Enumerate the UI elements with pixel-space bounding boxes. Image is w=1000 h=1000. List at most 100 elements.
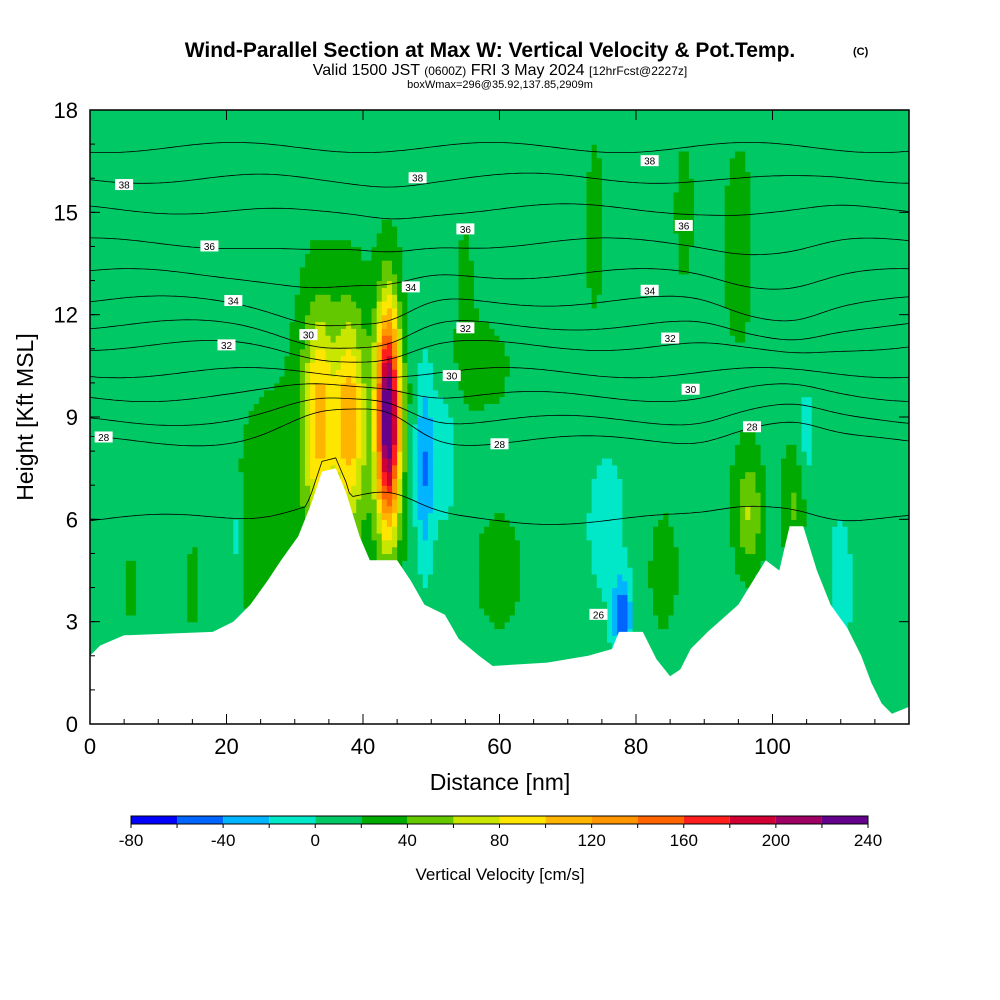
- velocity-cell: [156, 601, 163, 609]
- velocity-cell: [566, 512, 572, 520]
- velocity-cell: [540, 642, 547, 650]
- velocity-cell: [192, 594, 199, 602]
- velocity-cell: [545, 553, 552, 561]
- velocity-cell: [883, 580, 890, 589]
- velocity-cell: [868, 580, 874, 589]
- velocity-cell: [571, 526, 577, 534]
- velocity-cell: [166, 519, 173, 527]
- velocity-cell: [873, 683, 879, 691]
- velocity-cell: [463, 587, 470, 595]
- velocity-cell: [115, 505, 122, 514]
- velocity-cell: [212, 505, 219, 514]
- velocity-cell: [637, 594, 644, 602]
- velocity-cell: [540, 546, 547, 555]
- velocity-cell: [688, 512, 695, 520]
- velocity-cell: [519, 594, 526, 602]
- velocity-cell: [90, 553, 96, 561]
- velocity-cell: [217, 580, 224, 589]
- velocity-cell: [125, 526, 132, 534]
- velocity-cell: [161, 580, 168, 589]
- velocity-cell: [653, 601, 659, 609]
- velocity-cell: [499, 573, 506, 582]
- velocity-cell: [443, 519, 449, 527]
- velocity-cell: [668, 614, 675, 623]
- velocity-cell: [678, 587, 685, 595]
- velocity-cell: [223, 608, 229, 616]
- velocity-cell: [473, 648, 480, 657]
- velocity-cell: [473, 635, 480, 643]
- velocity-cell: [903, 608, 909, 616]
- velocity-cell: [694, 553, 700, 561]
- velocity-cell: [258, 512, 265, 520]
- velocity-cell: [734, 567, 741, 575]
- velocity-cell: [171, 519, 178, 527]
- velocity-cell: [699, 532, 705, 541]
- velocity-cell: [525, 580, 531, 589]
- velocity-cell: [821, 546, 828, 555]
- velocity-cell: [601, 560, 608, 568]
- velocity-cell: [873, 573, 879, 582]
- velocity-cell: [161, 628, 168, 636]
- velocity-cell: [223, 560, 229, 568]
- velocity-cell: [519, 635, 526, 643]
- velocity-cell: [688, 532, 695, 541]
- velocity-cell: [177, 546, 183, 555]
- velocity-cell: [489, 608, 495, 616]
- velocity-cell: [862, 580, 869, 589]
- velocity-cell: [903, 642, 909, 650]
- velocity-cell: [519, 580, 526, 589]
- velocity-cell: [658, 546, 664, 555]
- velocity-cell: [499, 560, 506, 568]
- velocity-cell: [258, 573, 265, 582]
- velocity-cell: [269, 567, 275, 575]
- velocity-cell: [274, 539, 280, 548]
- velocity-cell: [673, 539, 680, 548]
- velocity-cell: [489, 614, 495, 623]
- velocity-cell: [289, 532, 296, 541]
- velocity-cell: [253, 567, 260, 575]
- velocity-cell: [192, 532, 199, 541]
- velocity-cell: [816, 539, 823, 548]
- velocity-cell: [407, 560, 414, 568]
- velocity-cell: [560, 655, 567, 664]
- velocity-cell: [873, 512, 879, 520]
- velocity-cell: [519, 553, 526, 561]
- velocity-cell: [663, 594, 670, 602]
- velocity-cell: [151, 553, 158, 561]
- velocity-cell: [212, 526, 219, 534]
- velocity-cell: [837, 567, 844, 575]
- velocity-cell: [566, 553, 572, 561]
- velocity-cell: [386, 539, 393, 548]
- velocity-cell: [821, 539, 828, 548]
- velocity-cell: [371, 519, 378, 527]
- velocity-cell: [734, 546, 741, 555]
- velocity-cell: [238, 539, 245, 548]
- velocity-cell: [417, 553, 424, 561]
- velocity-cell: [842, 567, 849, 575]
- velocity-cell: [724, 526, 731, 534]
- velocity-cell: [484, 642, 490, 650]
- velocity-cell: [110, 526, 117, 534]
- velocity-cell: [591, 560, 598, 568]
- velocity-cell: [448, 512, 455, 520]
- velocity-cell: [832, 560, 838, 568]
- velocity-cell: [253, 573, 260, 582]
- velocity-cell: [827, 573, 833, 582]
- velocity-cell: [566, 601, 572, 609]
- velocity-cell: [673, 614, 680, 623]
- velocity-cell: [509, 601, 516, 609]
- velocity-cell: [699, 539, 705, 548]
- velocity-cell: [90, 505, 96, 514]
- velocity-cell: [468, 642, 475, 650]
- velocity-cell: [125, 601, 132, 609]
- velocity-cell: [228, 539, 234, 548]
- velocity-cell: [166, 553, 173, 561]
- velocity-cell: [781, 546, 787, 555]
- velocity-cell: [622, 539, 629, 548]
- velocity-cell: [233, 526, 240, 534]
- velocity-cell: [402, 560, 408, 568]
- velocity-cell: [898, 580, 905, 589]
- velocity-cell: [668, 642, 675, 650]
- velocity-cell: [719, 580, 726, 589]
- velocity-cell: [719, 539, 726, 548]
